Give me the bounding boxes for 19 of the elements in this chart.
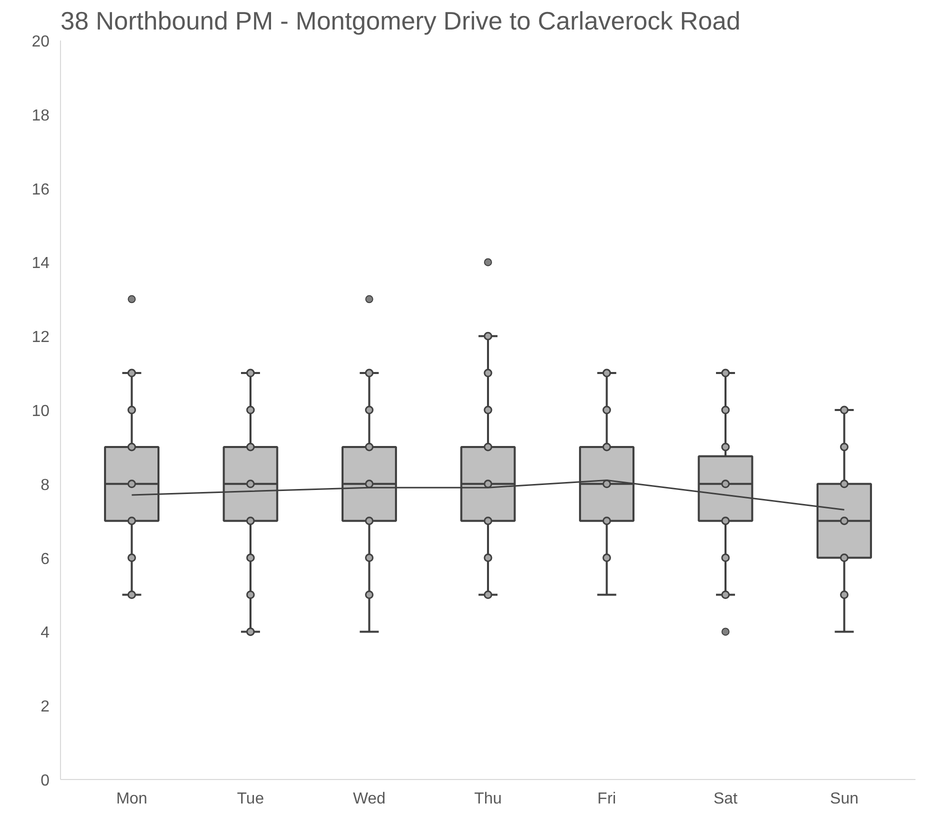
y-tick-label: 12 — [32, 329, 50, 346]
chart-title: 38 Northbound PM - Montgomery Drive to Carlaverock Road — [60, 8, 740, 36]
x-tick-label: Mon — [116, 790, 148, 808]
y-tick-label: 18 — [32, 107, 50, 124]
x-tick-label: Wed — [352, 790, 386, 808]
x-tick-label: Fri — [597, 790, 616, 808]
y-tick-label: 10 — [32, 403, 50, 420]
x-tick-label: Sun — [830, 790, 858, 808]
y-tick-label: 0 — [40, 772, 50, 790]
y-tick-label: 2 — [40, 698, 50, 716]
y-tick-label: 14 — [32, 255, 50, 272]
x-tick-label: Tue — [237, 790, 264, 808]
x-tick-label: Sat — [713, 790, 738, 808]
y-tick-label: 20 — [32, 34, 50, 50]
y-tick-label: 8 — [40, 476, 50, 494]
x-tick-label: Thu — [474, 790, 502, 808]
y-tick-label: 4 — [40, 624, 50, 642]
y-tick-label: 6 — [40, 550, 50, 568]
y-tick-label: 16 — [32, 181, 50, 198]
